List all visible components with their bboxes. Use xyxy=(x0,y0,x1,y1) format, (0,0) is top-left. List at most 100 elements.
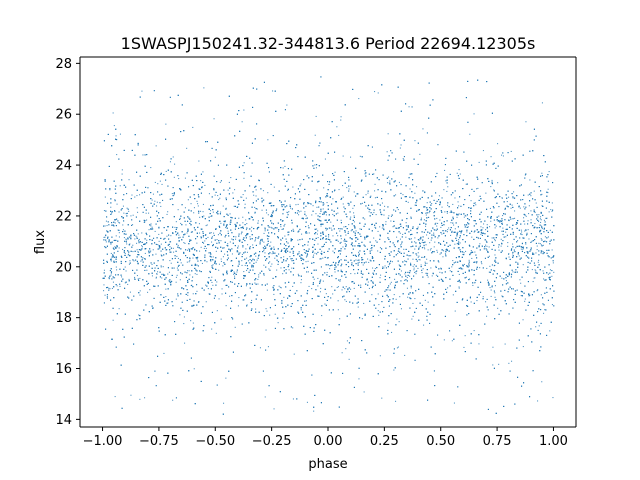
data-point xyxy=(441,233,443,235)
data-point xyxy=(282,167,284,169)
data-point xyxy=(526,234,528,236)
data-point xyxy=(441,206,443,208)
data-point xyxy=(414,271,416,273)
data-point xyxy=(137,251,139,253)
data-point xyxy=(292,327,294,329)
data-point xyxy=(540,225,542,227)
data-point xyxy=(458,286,460,288)
data-point xyxy=(283,296,285,298)
data-point xyxy=(115,235,117,237)
data-point xyxy=(189,257,191,259)
data-point xyxy=(232,192,234,194)
data-point xyxy=(459,242,461,244)
data-point xyxy=(245,197,247,199)
data-point xyxy=(520,229,522,231)
data-point xyxy=(315,115,317,117)
data-point xyxy=(423,324,425,326)
data-point xyxy=(325,293,327,295)
data-point xyxy=(196,290,198,292)
data-point xyxy=(157,271,159,273)
data-point xyxy=(483,223,485,225)
data-point xyxy=(114,246,116,248)
data-point xyxy=(128,278,130,280)
data-point xyxy=(223,247,225,249)
data-point xyxy=(344,243,346,245)
data-point xyxy=(305,300,307,302)
data-point xyxy=(222,205,224,207)
data-point xyxy=(267,346,269,348)
data-point xyxy=(321,253,323,255)
data-point xyxy=(220,258,222,260)
data-point xyxy=(212,256,214,258)
data-point xyxy=(237,245,239,247)
data-point xyxy=(252,266,254,268)
data-point xyxy=(305,218,307,220)
data-point xyxy=(417,226,419,228)
data-point xyxy=(194,273,196,275)
data-point xyxy=(116,285,118,287)
data-point xyxy=(312,205,314,207)
data-point xyxy=(489,287,491,289)
data-point xyxy=(465,183,467,185)
data-point xyxy=(132,244,134,246)
data-point xyxy=(203,87,205,89)
data-point xyxy=(390,281,392,283)
data-point xyxy=(540,229,542,231)
data-point xyxy=(181,287,183,289)
data-point xyxy=(267,214,269,216)
data-point xyxy=(254,206,256,208)
data-point xyxy=(527,220,529,222)
data-point xyxy=(493,269,495,271)
data-point xyxy=(220,260,222,262)
data-point xyxy=(212,211,214,213)
data-point xyxy=(373,237,375,239)
data-point xyxy=(134,276,136,278)
data-point xyxy=(169,161,171,163)
data-point xyxy=(350,230,352,232)
data-point xyxy=(216,239,218,241)
data-point xyxy=(473,113,475,115)
data-point xyxy=(445,180,447,182)
data-point xyxy=(419,259,421,261)
data-point xyxy=(237,305,239,307)
data-point xyxy=(193,368,195,370)
data-point xyxy=(280,226,282,228)
data-point xyxy=(510,150,512,152)
data-point xyxy=(543,228,545,230)
data-point xyxy=(371,294,373,296)
data-point xyxy=(426,262,428,264)
data-point xyxy=(544,236,546,238)
data-point xyxy=(298,211,300,213)
data-point xyxy=(255,189,257,191)
data-point xyxy=(134,278,136,280)
data-point xyxy=(234,275,236,277)
data-point xyxy=(551,249,553,251)
data-point xyxy=(229,213,231,215)
data-point xyxy=(207,288,209,290)
data-point xyxy=(158,248,160,250)
data-point xyxy=(393,294,395,296)
data-point xyxy=(145,212,147,214)
data-point xyxy=(156,201,158,203)
data-point xyxy=(308,232,310,234)
data-point xyxy=(508,253,510,255)
data-point xyxy=(424,262,426,264)
data-point xyxy=(485,244,487,246)
data-point xyxy=(422,268,424,270)
data-point xyxy=(186,261,188,263)
data-point xyxy=(103,284,105,286)
data-point xyxy=(155,277,157,279)
data-point xyxy=(540,221,542,223)
data-point xyxy=(240,233,242,235)
data-point xyxy=(486,315,488,317)
data-point xyxy=(273,186,275,188)
data-point xyxy=(111,271,113,273)
data-point xyxy=(243,177,245,179)
data-point xyxy=(427,272,429,274)
data-point xyxy=(472,284,474,286)
data-point xyxy=(157,244,159,246)
data-point xyxy=(416,186,418,188)
data-point xyxy=(188,248,190,250)
data-point xyxy=(543,278,545,280)
data-point xyxy=(459,173,461,175)
